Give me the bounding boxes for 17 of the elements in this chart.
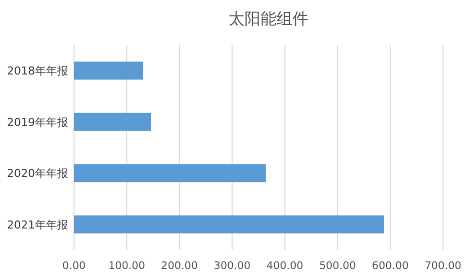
- bar: [74, 112, 151, 131]
- y-tick-label: 2021年年报: [7, 218, 68, 232]
- chart-title: 太阳能组件: [228, 9, 308, 28]
- bar: [74, 215, 384, 234]
- x-tick-label: 200.00: [161, 260, 198, 272]
- x-tick-label: 700.00: [424, 260, 462, 272]
- y-tick-label: 2018年年报: [7, 64, 68, 78]
- y-tick-label: 2020年年报: [7, 167, 68, 180]
- bar: [74, 164, 266, 182]
- y-tick-label: 2019年年报: [7, 116, 68, 129]
- x-tick-label: 400.00: [266, 260, 304, 272]
- x-tick-label: 300.00: [214, 260, 251, 272]
- bar: [74, 62, 144, 80]
- x-tick-label: 0.00: [62, 260, 86, 272]
- x-tick-label: 500.00: [319, 260, 356, 272]
- x-tick-label: 600.00: [372, 260, 409, 272]
- x-tick-label: 100.00: [108, 260, 146, 272]
